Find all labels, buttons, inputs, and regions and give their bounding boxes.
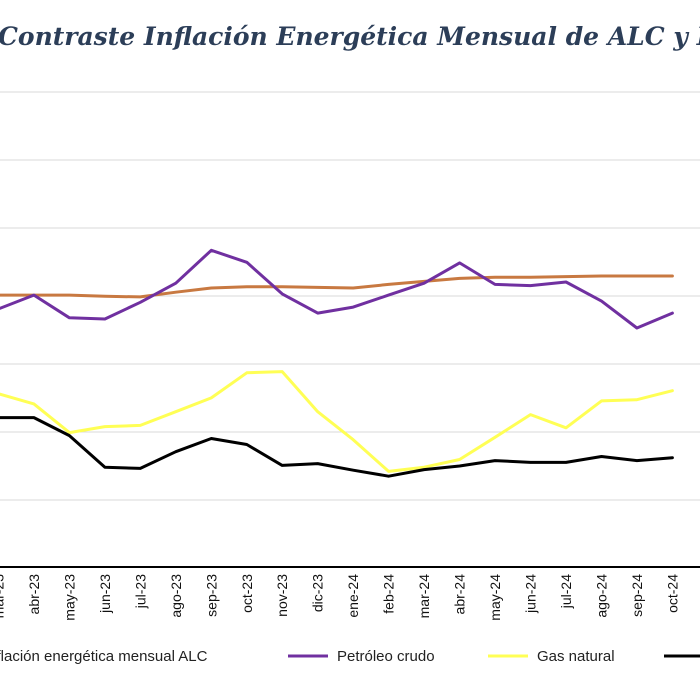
series-line-2 (0, 248, 674, 330)
x-tick-labels: mar-23 abr-23 may-23 jun-23 jul-23 ago-23 sep-… (0, 574, 680, 621)
x-tick-label: may-24 (487, 574, 503, 621)
x-tick-label: abr-24 (452, 574, 468, 615)
x-tick-label: nov-23 (274, 574, 290, 617)
chart-title: Contraste Inflación Energética Mensual d… (0, 22, 700, 52)
x-tick-label: mar-24 (416, 574, 432, 619)
series-line-3 (0, 370, 674, 473)
x-tick-label: oct-23 (239, 574, 255, 613)
x-tick-label: oct-24 (664, 574, 680, 613)
x-tick-label: jul-23 (132, 574, 148, 609)
x-tick-label: sep-23 (203, 574, 219, 617)
x-tick-label: mar-23 (0, 574, 6, 619)
series-line-1 (0, 274, 674, 299)
x-tick-label: jun-24 (523, 574, 539, 614)
x-tick-label: dic-23 (310, 574, 326, 612)
legend-label-1: Inflación energética mensual ALC (0, 648, 208, 665)
x-tick-label: may-23 (61, 574, 77, 621)
series-line-4 (0, 416, 674, 478)
x-tick-label: ene-24 (345, 574, 361, 618)
legend-label-3: Gas natural (537, 648, 615, 665)
x-tick-label: feb-24 (381, 574, 397, 614)
x-tick-label: jun-23 (97, 574, 113, 614)
x-tick-label: jul-24 (558, 574, 574, 609)
x-tick-label: ago-23 (168, 574, 184, 618)
x-tick-label: ago-24 (593, 574, 609, 618)
legend: Inflación energética mensual ALC Petróleo… (0, 648, 700, 665)
series-lines (0, 248, 674, 478)
chart-title-text: Contraste Inflación Energética Mensual d… (0, 22, 700, 51)
x-tick-label: sep-24 (629, 574, 645, 617)
x-tick-label: abr-23 (26, 574, 42, 615)
legend-label-2: Petróleo crudo (337, 648, 435, 665)
